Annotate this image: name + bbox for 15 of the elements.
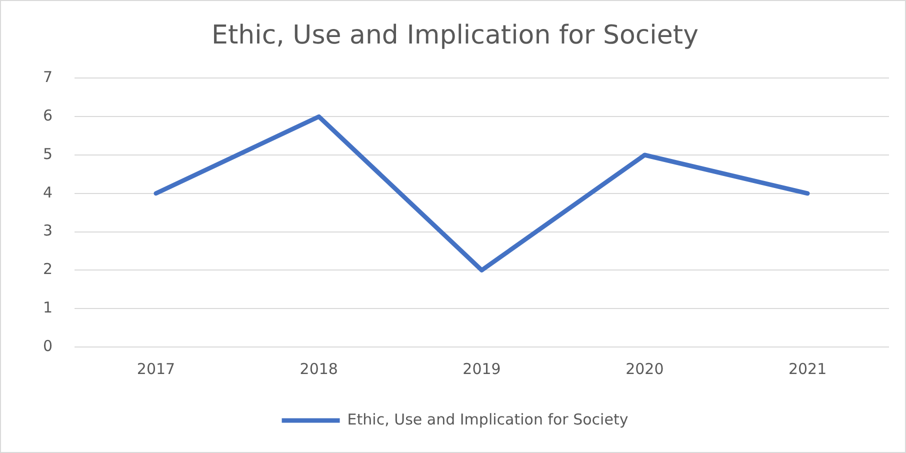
y-tick-label: 3 <box>42 222 53 240</box>
x-tick-label: 2019 <box>462 360 501 378</box>
y-tick-label: 0 <box>42 336 53 355</box>
y-tick-label: 7 <box>42 68 53 86</box>
y-tick-label: 2 <box>42 260 53 278</box>
x-tick-label: 2017 <box>136 360 176 378</box>
chart-title: Ethic, Use and Implication for Society <box>212 20 698 50</box>
legend-label: Ethic, Use and Implication for Society <box>347 410 628 428</box>
x-tick-label: 2020 <box>626 360 664 378</box>
y-tick-label: 6 <box>42 106 53 124</box>
x-tick-label: 2018 <box>300 360 338 378</box>
y-tick-label: 4 <box>42 183 53 202</box>
x-tick-label: 2021 <box>788 360 827 378</box>
y-tick-label: 1 <box>42 298 53 316</box>
y-tick-label: 5 <box>42 144 53 163</box>
